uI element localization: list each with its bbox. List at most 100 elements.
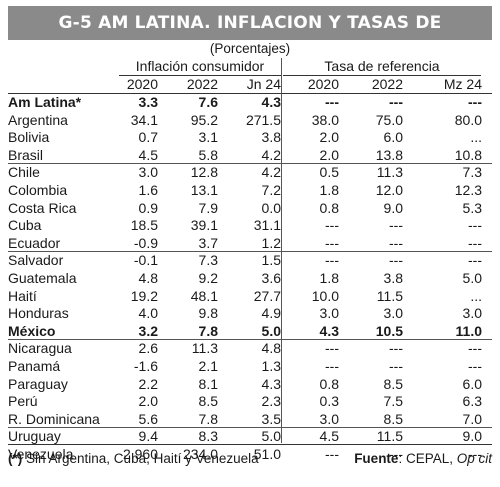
value-cell: 11.5 (376, 428, 403, 445)
country-name: Ecuador (8, 234, 61, 251)
group-header-rates: Tasa de referencia (324, 58, 440, 74)
value-cell: --- (468, 445, 482, 462)
value-cell: 3.3 (138, 94, 158, 110)
value-cell: 1.3 (261, 357, 281, 374)
value-cell: 3.8 (383, 269, 403, 286)
value-cell: 10.5 (375, 322, 403, 339)
value-cell: 5.0 (462, 269, 482, 286)
value-cell: 8.1 (198, 375, 218, 392)
value-cell: 4.3 (261, 94, 281, 110)
value-cell: 4.3 (319, 322, 339, 339)
country-name: Venezuela (8, 445, 74, 462)
table-row: Chile 3.0 12.8 4.2 0.5 11.3 7.3 (8, 164, 492, 182)
table-row: Panamá -1.6 2.1 1.3 --- --- --- (8, 358, 492, 376)
country-name: Am Latina* (8, 94, 82, 110)
country-name: Haití (8, 287, 37, 304)
header-divider (8, 93, 492, 94)
value-cell: 2.3 (261, 393, 281, 410)
value-cell: 11.0 (455, 322, 482, 339)
value-cell: 13.1 (190, 181, 218, 198)
value-cell: 51.0 (253, 445, 281, 462)
value-cell: --- (389, 445, 403, 462)
value-cell: 34.1 (130, 111, 158, 128)
value-cell: 95.2 (190, 111, 218, 128)
value-cell: --- (468, 357, 482, 374)
value-cell: 2.6 (138, 340, 158, 357)
value-cell: 0.3 (319, 393, 339, 410)
source-label: Fuente (354, 451, 399, 466)
value-cell: --- (468, 217, 482, 234)
value-cell: --- (468, 234, 482, 251)
value-cell: --- (325, 234, 339, 251)
table-subtitle: (Porcentajes) (209, 41, 291, 56)
country-name: Costa Rica (8, 199, 77, 216)
value-cell: 3.0 (462, 305, 482, 322)
value-cell: 4.3 (261, 375, 281, 392)
value-cell: 12.3 (454, 181, 482, 198)
value-cell: 5.0 (261, 322, 281, 339)
country-name: Colombia (8, 181, 68, 198)
value-cell: 7.5 (383, 393, 403, 410)
value-cell: --- (325, 445, 339, 462)
value-cell: -0.1 (133, 252, 158, 269)
value-cell: 0.0 (261, 199, 281, 216)
value-cell: 0.9 (138, 199, 158, 216)
value-cell: --- (325, 252, 339, 269)
source-ref: Op cit (456, 451, 492, 466)
value-cell: 4.5 (138, 146, 158, 163)
table-row: Salvador -0.1 7.3 1.5 --- --- --- (8, 252, 492, 270)
value-cell: 3.0 (319, 305, 339, 322)
value-cell: 1.8 (319, 269, 339, 286)
table-title: G-5 AM LATINA. INFLACION Y TASAS DE REFE… (8, 6, 492, 67)
value-cell: 18.5 (130, 217, 158, 234)
value-cell: --- (389, 357, 403, 374)
value-cell: -0.9 (133, 234, 158, 251)
column-header-row: 2020 2022 Jn 24 2020 2022 Mz 24 (8, 76, 492, 93)
value-cell: 11.3 (191, 340, 218, 357)
column-header: 2020 (307, 76, 339, 92)
value-cell: --- (389, 234, 403, 251)
value-cell: 10.0 (311, 287, 339, 304)
value-cell: 8.5 (198, 393, 218, 410)
value-cell: 5.6 (138, 410, 158, 427)
value-cell: 2.0 (319, 129, 339, 146)
section-divider (281, 58, 282, 443)
table-row: Argentina 34.1 95.2 271.5 38.0 75.0 80.0 (8, 112, 492, 130)
value-cell: 4.8 (261, 340, 281, 357)
value-cell: 9.0 (383, 199, 403, 216)
value-cell: 8.3 (198, 428, 218, 445)
column-header: Mz 24 (443, 76, 482, 92)
value-cell: 1.6 (138, 181, 158, 198)
value-cell: 4.8 (138, 269, 158, 286)
country-name: Perú (8, 393, 38, 410)
table-row: Bolivia 0.7 3.1 3.8 2.0 6.0... (8, 129, 492, 147)
value-cell: 2,960 (122, 445, 158, 462)
value-cell: --- (389, 217, 403, 234)
value-cell: 11.3 (376, 164, 403, 181)
value-cell: 7.9 (198, 199, 218, 216)
country-name: Honduras (8, 305, 69, 322)
value-cell: --- (325, 357, 339, 374)
table-row: Brasil 4.5 5.8 4.2 2.0 13.8 10.8 (8, 147, 492, 165)
value-cell: -1.6 (133, 357, 158, 374)
value-cell: 80.0 (454, 111, 482, 128)
value-cell: 4.9 (261, 305, 281, 322)
group-header-inflation: Inflación consumidor (135, 58, 265, 74)
value-cell: 2.0 (138, 393, 158, 410)
value-cell: --- (468, 94, 482, 110)
value-cell: ... (470, 129, 482, 146)
column-header: 2022 (371, 76, 403, 92)
table-row: Haití 19.2 48.1 27.7 10.0 11.5... (8, 288, 492, 306)
table-row: Uruguay 9.4 8.3 5.0 4.5 11.5 9.0 (8, 428, 492, 446)
footnote: (*) Sin Argentina, Cuba, Haití y Venezue… (8, 450, 259, 467)
value-cell: 3.6 (261, 269, 281, 286)
value-cell: 10.8 (454, 146, 482, 163)
group-underline-inflation (119, 75, 281, 76)
source-text: : CEPAL, (398, 451, 457, 466)
value-cell: 27.7 (253, 287, 281, 304)
country-name: Salvador (8, 252, 64, 269)
value-cell: 1.5 (261, 252, 281, 269)
value-cell: 0.8 (319, 375, 339, 392)
value-cell: --- (325, 94, 339, 110)
country-name: Uruguay (8, 428, 61, 445)
